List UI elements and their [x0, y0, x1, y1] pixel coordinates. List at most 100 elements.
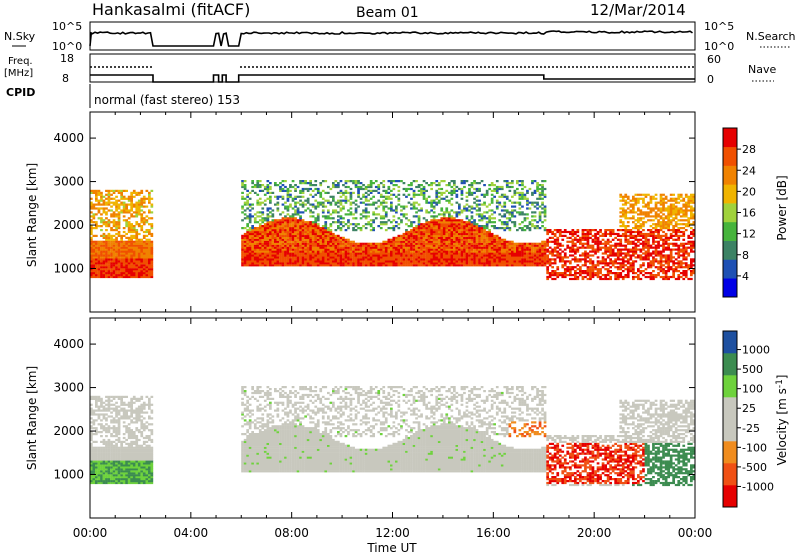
power-cell — [359, 264, 363, 267]
power-cell — [258, 260, 262, 263]
power-cell — [276, 203, 280, 206]
power-cell — [453, 191, 456, 194]
power-cell — [432, 234, 436, 237]
power-cell — [634, 234, 638, 237]
power-cell — [92, 191, 96, 194]
power-cell — [137, 207, 141, 210]
power-cell — [543, 211, 547, 214]
power-cell — [243, 227, 247, 230]
power-cell — [405, 260, 408, 263]
power-cell — [271, 225, 275, 228]
power-cell — [150, 232, 154, 236]
power-cell — [531, 191, 534, 194]
power-cell — [513, 191, 517, 194]
power-cell — [367, 252, 370, 255]
power-cell — [521, 248, 524, 251]
power-cell — [122, 203, 126, 206]
power-cell — [626, 217, 630, 220]
power-cell — [508, 250, 512, 253]
power-cell — [432, 254, 436, 257]
power-cell — [339, 246, 343, 249]
power-cell — [432, 262, 436, 265]
power-cell — [425, 238, 428, 241]
power-cell — [97, 242, 101, 245]
power-cell — [276, 195, 280, 198]
power-cell — [584, 234, 587, 237]
power-cell — [503, 213, 507, 216]
power-cell — [387, 187, 391, 191]
power-cell — [621, 203, 625, 206]
power-cell — [251, 207, 254, 210]
power-cell — [132, 248, 136, 251]
power-cell — [473, 180, 476, 183]
power-cell — [473, 256, 476, 259]
power-cell — [246, 229, 249, 232]
power-cell — [107, 223, 111, 226]
power-cell — [324, 234, 328, 237]
power-cell — [599, 275, 602, 279]
power-cell — [137, 240, 141, 243]
power-cell — [148, 264, 151, 267]
power-cell — [642, 197, 645, 200]
power-cell — [604, 232, 607, 236]
power-cell — [90, 211, 93, 214]
power-cell — [642, 232, 645, 236]
power-cell — [488, 248, 491, 251]
power-cell — [616, 229, 620, 232]
power-cell — [284, 223, 287, 226]
power-cell — [291, 221, 295, 224]
nsearch-tick-bottom: 10^0 — [704, 40, 734, 53]
power-cell — [632, 209, 635, 212]
power-cell — [571, 244, 575, 247]
power-cell — [495, 227, 499, 230]
power-cell — [546, 270, 549, 273]
power-cell — [448, 240, 451, 243]
power-cell — [105, 193, 108, 196]
power-cell — [142, 236, 146, 239]
power-cell — [337, 199, 340, 202]
power-cell — [513, 264, 517, 267]
power-cell — [543, 260, 547, 263]
power-cell — [256, 244, 260, 247]
power-cell — [100, 272, 103, 275]
power-cell — [584, 242, 587, 245]
power-cell — [616, 274, 620, 277]
power-cell — [601, 234, 605, 237]
power-cell — [642, 252, 645, 255]
power-cell — [402, 213, 406, 216]
power-cell — [382, 252, 386, 255]
power-cell — [97, 225, 101, 228]
power-cell — [294, 229, 297, 232]
power-cell — [92, 264, 96, 267]
power-cell — [478, 254, 481, 257]
power-cell — [276, 184, 280, 187]
power-cell — [432, 201, 436, 204]
power-cell — [513, 205, 517, 208]
power-cell — [475, 256, 479, 259]
power-cell — [596, 242, 600, 245]
power-cell — [483, 225, 486, 228]
power-cell — [289, 242, 292, 245]
power-cell — [382, 217, 386, 220]
power-cell — [362, 225, 365, 228]
power-cell — [279, 254, 282, 257]
power-cell — [395, 207, 398, 210]
power-cell — [137, 203, 141, 206]
power-cell — [521, 227, 524, 230]
power-cell — [253, 248, 257, 251]
power-cell — [435, 191, 439, 194]
power-cell — [241, 252, 244, 255]
power-cell — [523, 264, 527, 267]
power-cell — [528, 254, 532, 257]
power-cell — [120, 203, 123, 206]
power-cell — [120, 264, 123, 267]
power-cell — [574, 272, 577, 275]
power-cell — [145, 275, 149, 279]
power-cell — [473, 234, 476, 237]
power-cell — [442, 213, 446, 216]
power-cell — [367, 258, 370, 261]
power-cell — [142, 260, 146, 263]
power-cell — [286, 213, 290, 216]
power-cell — [253, 244, 257, 247]
power-cell — [362, 209, 365, 212]
